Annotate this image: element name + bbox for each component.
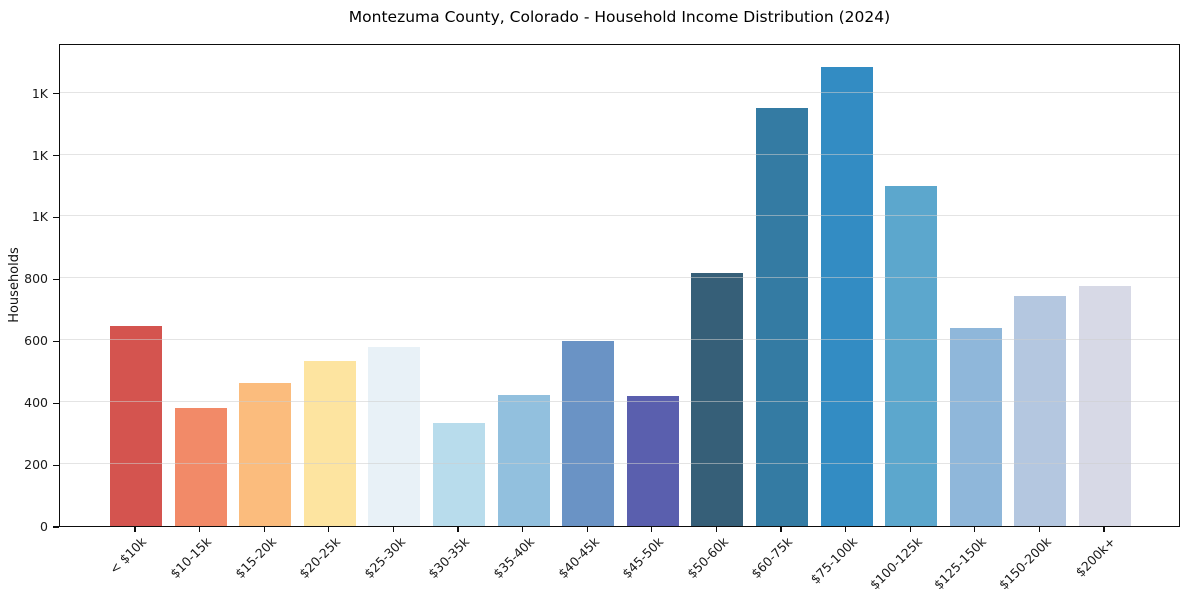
y-tick-label: 1K: [31, 209, 48, 225]
y-tick-mark: [53, 154, 59, 157]
x-tick-mark: [1038, 527, 1041, 532]
x-tick-mark: [586, 527, 588, 532]
gridline: [60, 215, 1179, 217]
x-tick-mark: [780, 527, 782, 532]
bar-7: [497, 394, 550, 526]
y-tick-label: 400: [24, 395, 48, 411]
x-tick-mark: [392, 527, 395, 532]
x-tick-label-text: $75-100k: [807, 534, 861, 587]
x-tick-label-text: $30-35k: [425, 534, 473, 582]
gridline: [60, 401, 1179, 403]
x-tick-mark: [134, 527, 136, 532]
gridline: [60, 277, 1179, 279]
plot-area: [59, 44, 1180, 527]
x-tick-label-text: $50-60k: [683, 534, 731, 582]
x-tick-label-text: $45-50k: [619, 534, 667, 582]
bar-5: [368, 347, 421, 526]
x-tick-mark: [522, 527, 524, 532]
gridline: [60, 339, 1179, 341]
x-tick-mark: [199, 527, 201, 532]
x-tick-label-text: $20-25k: [296, 534, 344, 582]
bar-12: [820, 67, 873, 526]
x-tick-label-text: $60-75k: [748, 534, 796, 582]
bar-9: [626, 396, 679, 526]
y-tick-label: 0: [40, 519, 48, 534]
x-tick-label-text: $15-20k: [231, 534, 279, 582]
y-tick-mark: [53, 402, 59, 404]
bar-13: [885, 186, 938, 526]
y-tick-mark: [53, 464, 59, 466]
x-tick-label-text: $100-125k: [866, 534, 925, 590]
y-tick-label: 200: [24, 457, 48, 473]
gridline: [60, 463, 1179, 465]
x-tick-label-text: $150-200k: [995, 534, 1054, 590]
y-tick-label: 800: [24, 271, 48, 287]
bar-11: [756, 108, 808, 526]
x-tick-mark: [651, 527, 653, 532]
x-tick-label-text: < $10k: [106, 534, 150, 577]
gridline: [60, 153, 1179, 155]
y-tick-label: 1K: [31, 85, 48, 101]
bar-14: [949, 327, 1002, 526]
x-tick-label-text: $40-45k: [554, 534, 602, 582]
gridline: [60, 91, 1179, 93]
x-tick-mark: [263, 527, 265, 532]
bar-4: [303, 361, 356, 526]
bar-16: [1079, 286, 1131, 526]
x-tick-mark: [909, 527, 911, 532]
x-tick-label-text: $10-15k: [167, 534, 215, 582]
chart-title: Montezuma County, Colorado - Household I…: [348, 8, 891, 26]
y-tick-mark: [53, 526, 59, 528]
y-tick-mark: [53, 340, 59, 342]
x-tick-mark: [457, 527, 459, 532]
y-tick-label: 1K: [31, 147, 48, 163]
bar-1: [110, 326, 162, 526]
x-tick-mark: [328, 527, 330, 532]
x-tick-mark: [845, 527, 847, 532]
bar-2: [174, 408, 227, 526]
x-tick-label-text: $35-40k: [490, 534, 538, 582]
x-tick-mark: [1103, 527, 1105, 532]
y-tick-mark: [53, 278, 59, 280]
x-tick-label-text: $125-150k: [931, 534, 990, 590]
y-tick-mark: [53, 92, 59, 95]
bar-6: [433, 422, 485, 526]
x-tick-mark: [715, 527, 718, 532]
bar-10: [691, 273, 744, 526]
x-tick-mark: [974, 527, 976, 532]
x-tick-label-text: $25-30k: [360, 534, 408, 582]
y-tick-mark: [53, 216, 59, 219]
x-tick-label-text: $200k+: [1072, 534, 1119, 580]
bar-8: [562, 340, 615, 526]
bar-3: [239, 382, 292, 526]
y-tick-label: 600: [24, 333, 48, 349]
bar-15: [1014, 296, 1067, 526]
